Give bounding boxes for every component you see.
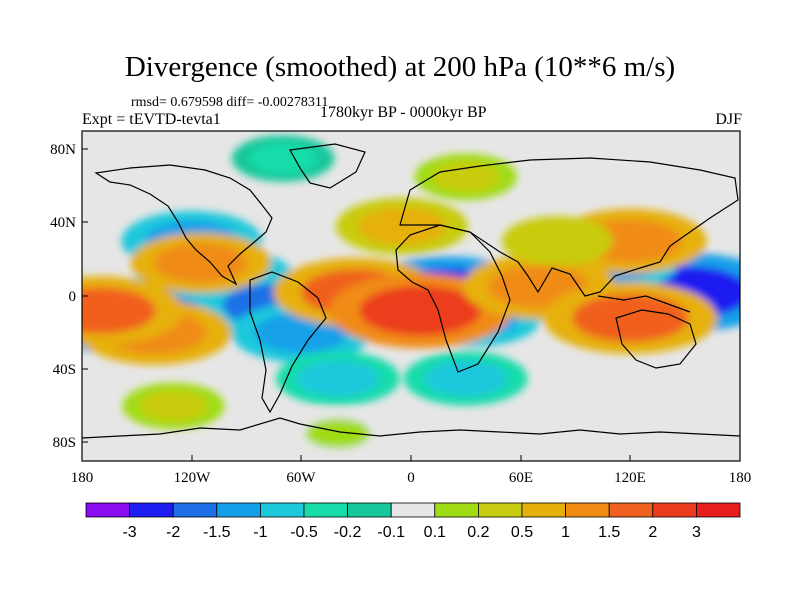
- lon-tick-label: 180: [729, 470, 752, 486]
- lon-tick-label: 0: [407, 470, 415, 486]
- colorbar-box: [259, 502, 305, 518]
- field-patch: [520, 224, 595, 258]
- colorbar-box: [477, 502, 523, 518]
- field-patch: [572, 294, 689, 342]
- colorbar-label: -3: [122, 524, 136, 541]
- colorbar-label: -0.5: [290, 524, 318, 541]
- field-patch: [357, 207, 446, 246]
- divergence-field: [82, 135, 740, 456]
- colorbar-box: [85, 502, 130, 518]
- lon-tick-label: 120W: [174, 470, 212, 486]
- lat-tick-label: 40N: [50, 215, 76, 231]
- colorbar-box: [216, 502, 261, 518]
- colorbar-box: [303, 502, 348, 518]
- colorbar-label: 1.5: [598, 524, 620, 541]
- eurasia-coast: [399, 157, 739, 297]
- experiment-label: Expt = tEVTD-tevta1: [82, 111, 221, 128]
- season-label: DJF: [715, 111, 742, 128]
- field-patch: [248, 143, 318, 174]
- colorbar-box: [565, 502, 610, 518]
- maritime-continent-coast: [597, 295, 691, 313]
- colorbar-box: [172, 502, 218, 518]
- figure-title: Divergence (smoothed) at 200 hPa (10**6 …: [124, 51, 676, 83]
- colorbar-box: [696, 502, 741, 518]
- lat-tick-label: 0: [69, 289, 77, 305]
- field-patch: [82, 287, 156, 334]
- colorbar-labels: -3 -2 -1.5 -1 -0.5 -0.2 -0.1 0.1 0.2 0.5 1 1.5 2 3: [122, 524, 700, 541]
- coastlines: [82, 143, 740, 439]
- colorbar-label: 2: [648, 524, 657, 541]
- colorbar-label: -0.1: [377, 524, 405, 541]
- colorbar-label: 3: [692, 524, 701, 541]
- colorbar-label: -2: [166, 524, 180, 541]
- greenland-coast: [289, 143, 366, 189]
- colorbar-label: 0.2: [467, 524, 489, 541]
- stats-label: rmsd= 0.679598 diff= -0.00278311: [131, 95, 329, 110]
- colorbar-label: 0.1: [424, 524, 446, 541]
- lon-tick-label: 60E: [509, 470, 533, 486]
- colorbar-box: [608, 502, 654, 518]
- north-america-coast: [94, 164, 273, 286]
- field-patch: [296, 360, 380, 397]
- colorbar-label: -0.2: [334, 524, 362, 541]
- australia-coast: [615, 309, 697, 369]
- lon-tick-label: 180: [71, 470, 94, 486]
- lon-tick-label: 60W: [286, 470, 316, 486]
- field-patch: [431, 161, 501, 193]
- colorbar-box: [652, 502, 697, 518]
- field-patch: [154, 243, 248, 283]
- lat-tick-label: 80S: [53, 435, 76, 451]
- field-patch: [359, 285, 481, 336]
- antarctica-coast: [82, 417, 740, 439]
- period-label: 1780kyr BP - 0000kyr BP: [320, 104, 487, 121]
- field-patch: [305, 418, 371, 449]
- lat-tick-marks: [82, 148, 88, 443]
- colorbar-box: [129, 502, 174, 518]
- colorbar-label: 0.5: [511, 524, 533, 541]
- lat-tick-label: 40S: [53, 362, 76, 378]
- south-america-coast: [249, 271, 327, 414]
- colorbar-label: -1.5: [203, 524, 231, 541]
- lon-tick-marks: [81, 455, 741, 461]
- field-patch: [139, 390, 208, 422]
- colorbar: [85, 502, 741, 518]
- colorbar-box: [347, 502, 392, 518]
- colorbar-box: [521, 502, 566, 518]
- colorbar-box: [390, 502, 436, 518]
- colorbar-label: 1: [561, 524, 570, 541]
- colorbar-label: -1: [253, 524, 267, 541]
- colorbar-box: [434, 502, 479, 518]
- lat-tick-label: 80N: [50, 142, 76, 158]
- field-patch: [424, 360, 508, 397]
- lon-tick-label: 120E: [614, 470, 646, 486]
